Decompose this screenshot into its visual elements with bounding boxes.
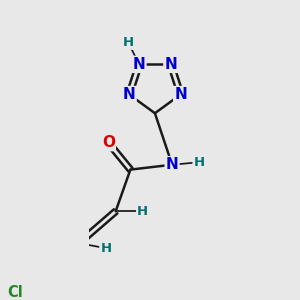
Text: N: N [164,57,177,72]
Text: N: N [166,157,178,172]
Text: Cl: Cl [8,285,23,300]
Text: N: N [123,87,136,102]
Text: O: O [102,135,115,150]
Text: N: N [174,87,187,102]
Text: H: H [137,205,148,218]
Text: H: H [194,156,205,169]
Text: N: N [133,57,146,72]
Text: H: H [100,242,111,255]
Text: H: H [123,36,134,49]
